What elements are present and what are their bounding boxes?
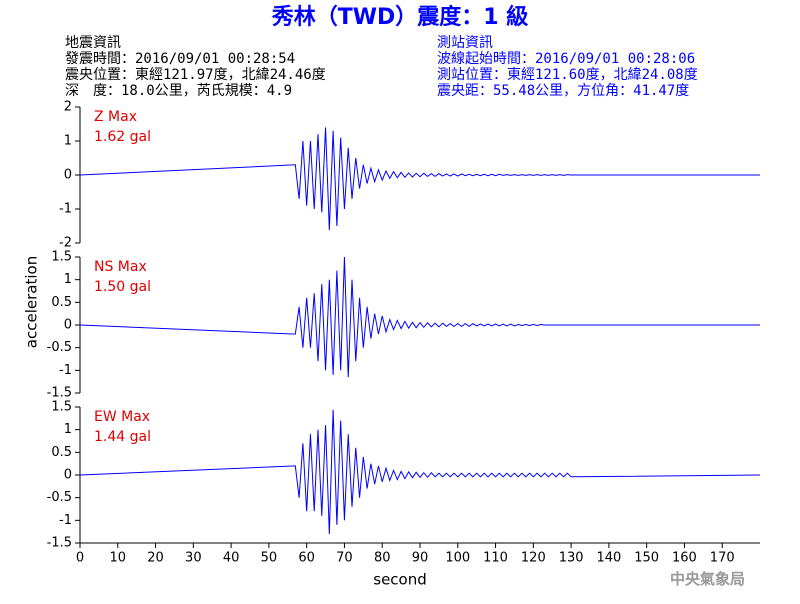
y-tick-label: -1.5 xyxy=(47,386,72,401)
event-info: 深 度：18.0公里，芮氏規模：4.9 xyxy=(65,82,292,99)
y-tick-label: 0 xyxy=(64,468,72,483)
x-axis-label: second xyxy=(373,571,427,589)
y-tick-label: -1 xyxy=(59,363,72,378)
station-info: 波線起始時間：2016/09/01 00:28:06 xyxy=(437,51,695,67)
y-axis-label: acceleration xyxy=(23,256,41,348)
title: 秀林（TWD）震度：1 級 xyxy=(271,4,529,30)
credit: 中央氣象局 xyxy=(670,570,745,588)
y-tick-label: 2 xyxy=(64,100,72,115)
event-info: 地震資訊 xyxy=(65,35,121,51)
x-tick-label: 80 xyxy=(374,551,391,566)
x-tick-label: 50 xyxy=(261,551,278,566)
x-tick-label: 20 xyxy=(147,551,164,566)
x-tick-label: 40 xyxy=(223,551,240,566)
x-tick-label: 130 xyxy=(559,551,584,566)
y-tick-label: -1.5 xyxy=(47,536,72,551)
station-info: 測站資訊 xyxy=(437,35,493,51)
x-tick-label: 10 xyxy=(110,551,127,566)
x-tick-label: 70 xyxy=(336,551,353,566)
event-info: 發震時間：2016/09/01 00:28:54 xyxy=(65,51,295,67)
y-tick-label: 1.5 xyxy=(51,250,72,265)
panel-max: 1.50 gal xyxy=(94,279,151,295)
x-tick-label: 30 xyxy=(185,551,202,566)
y-tick-label: -0.5 xyxy=(47,340,72,355)
station-info: 震央距：55.48公里，方位角：41.47度 xyxy=(437,83,689,99)
y-tick-label: -0.5 xyxy=(47,490,72,505)
panel-label: EW Max xyxy=(94,409,150,425)
x-tick-label: 110 xyxy=(483,551,508,566)
x-tick-label: 0 xyxy=(76,551,84,566)
y-tick-label: 1.5 xyxy=(51,400,72,415)
y-tick-label: 1 xyxy=(64,134,72,149)
waveform xyxy=(79,127,760,231)
y-tick-label: 0 xyxy=(64,168,72,183)
x-tick-label: 60 xyxy=(298,551,315,566)
panel-label: Z Max xyxy=(94,109,137,125)
waveform xyxy=(79,409,761,534)
x-tick-label: 120 xyxy=(521,551,546,566)
x-tick-label: 170 xyxy=(710,551,735,566)
y-tick-label: -1 xyxy=(59,202,72,217)
x-tick-label: 90 xyxy=(412,551,429,566)
panel-max: 1.44 gal xyxy=(94,429,151,445)
panel-max: 1.62 gal xyxy=(94,129,151,145)
station-info: 測站位置：東經121.60度，北緯24.08度 xyxy=(437,67,698,83)
y-tick-label: 1 xyxy=(64,272,72,287)
y-tick-label: 1 xyxy=(64,422,72,437)
y-tick-label: -2 xyxy=(59,236,72,251)
x-tick-label: 140 xyxy=(596,551,621,566)
y-tick-label: 0 xyxy=(64,318,72,333)
event-info: 震央位置：東經121.97度，北緯24.46度 xyxy=(65,67,326,83)
y-tick-label: 0.5 xyxy=(51,295,72,310)
waveform xyxy=(79,256,760,378)
panel-label: NS Max xyxy=(94,259,147,275)
x-tick-label: 100 xyxy=(445,551,470,566)
x-tick-label: 160 xyxy=(672,551,697,566)
y-tick-label: 0.5 xyxy=(51,445,72,460)
x-tick-label: 150 xyxy=(634,551,659,566)
y-tick-label: -1 xyxy=(59,513,72,528)
